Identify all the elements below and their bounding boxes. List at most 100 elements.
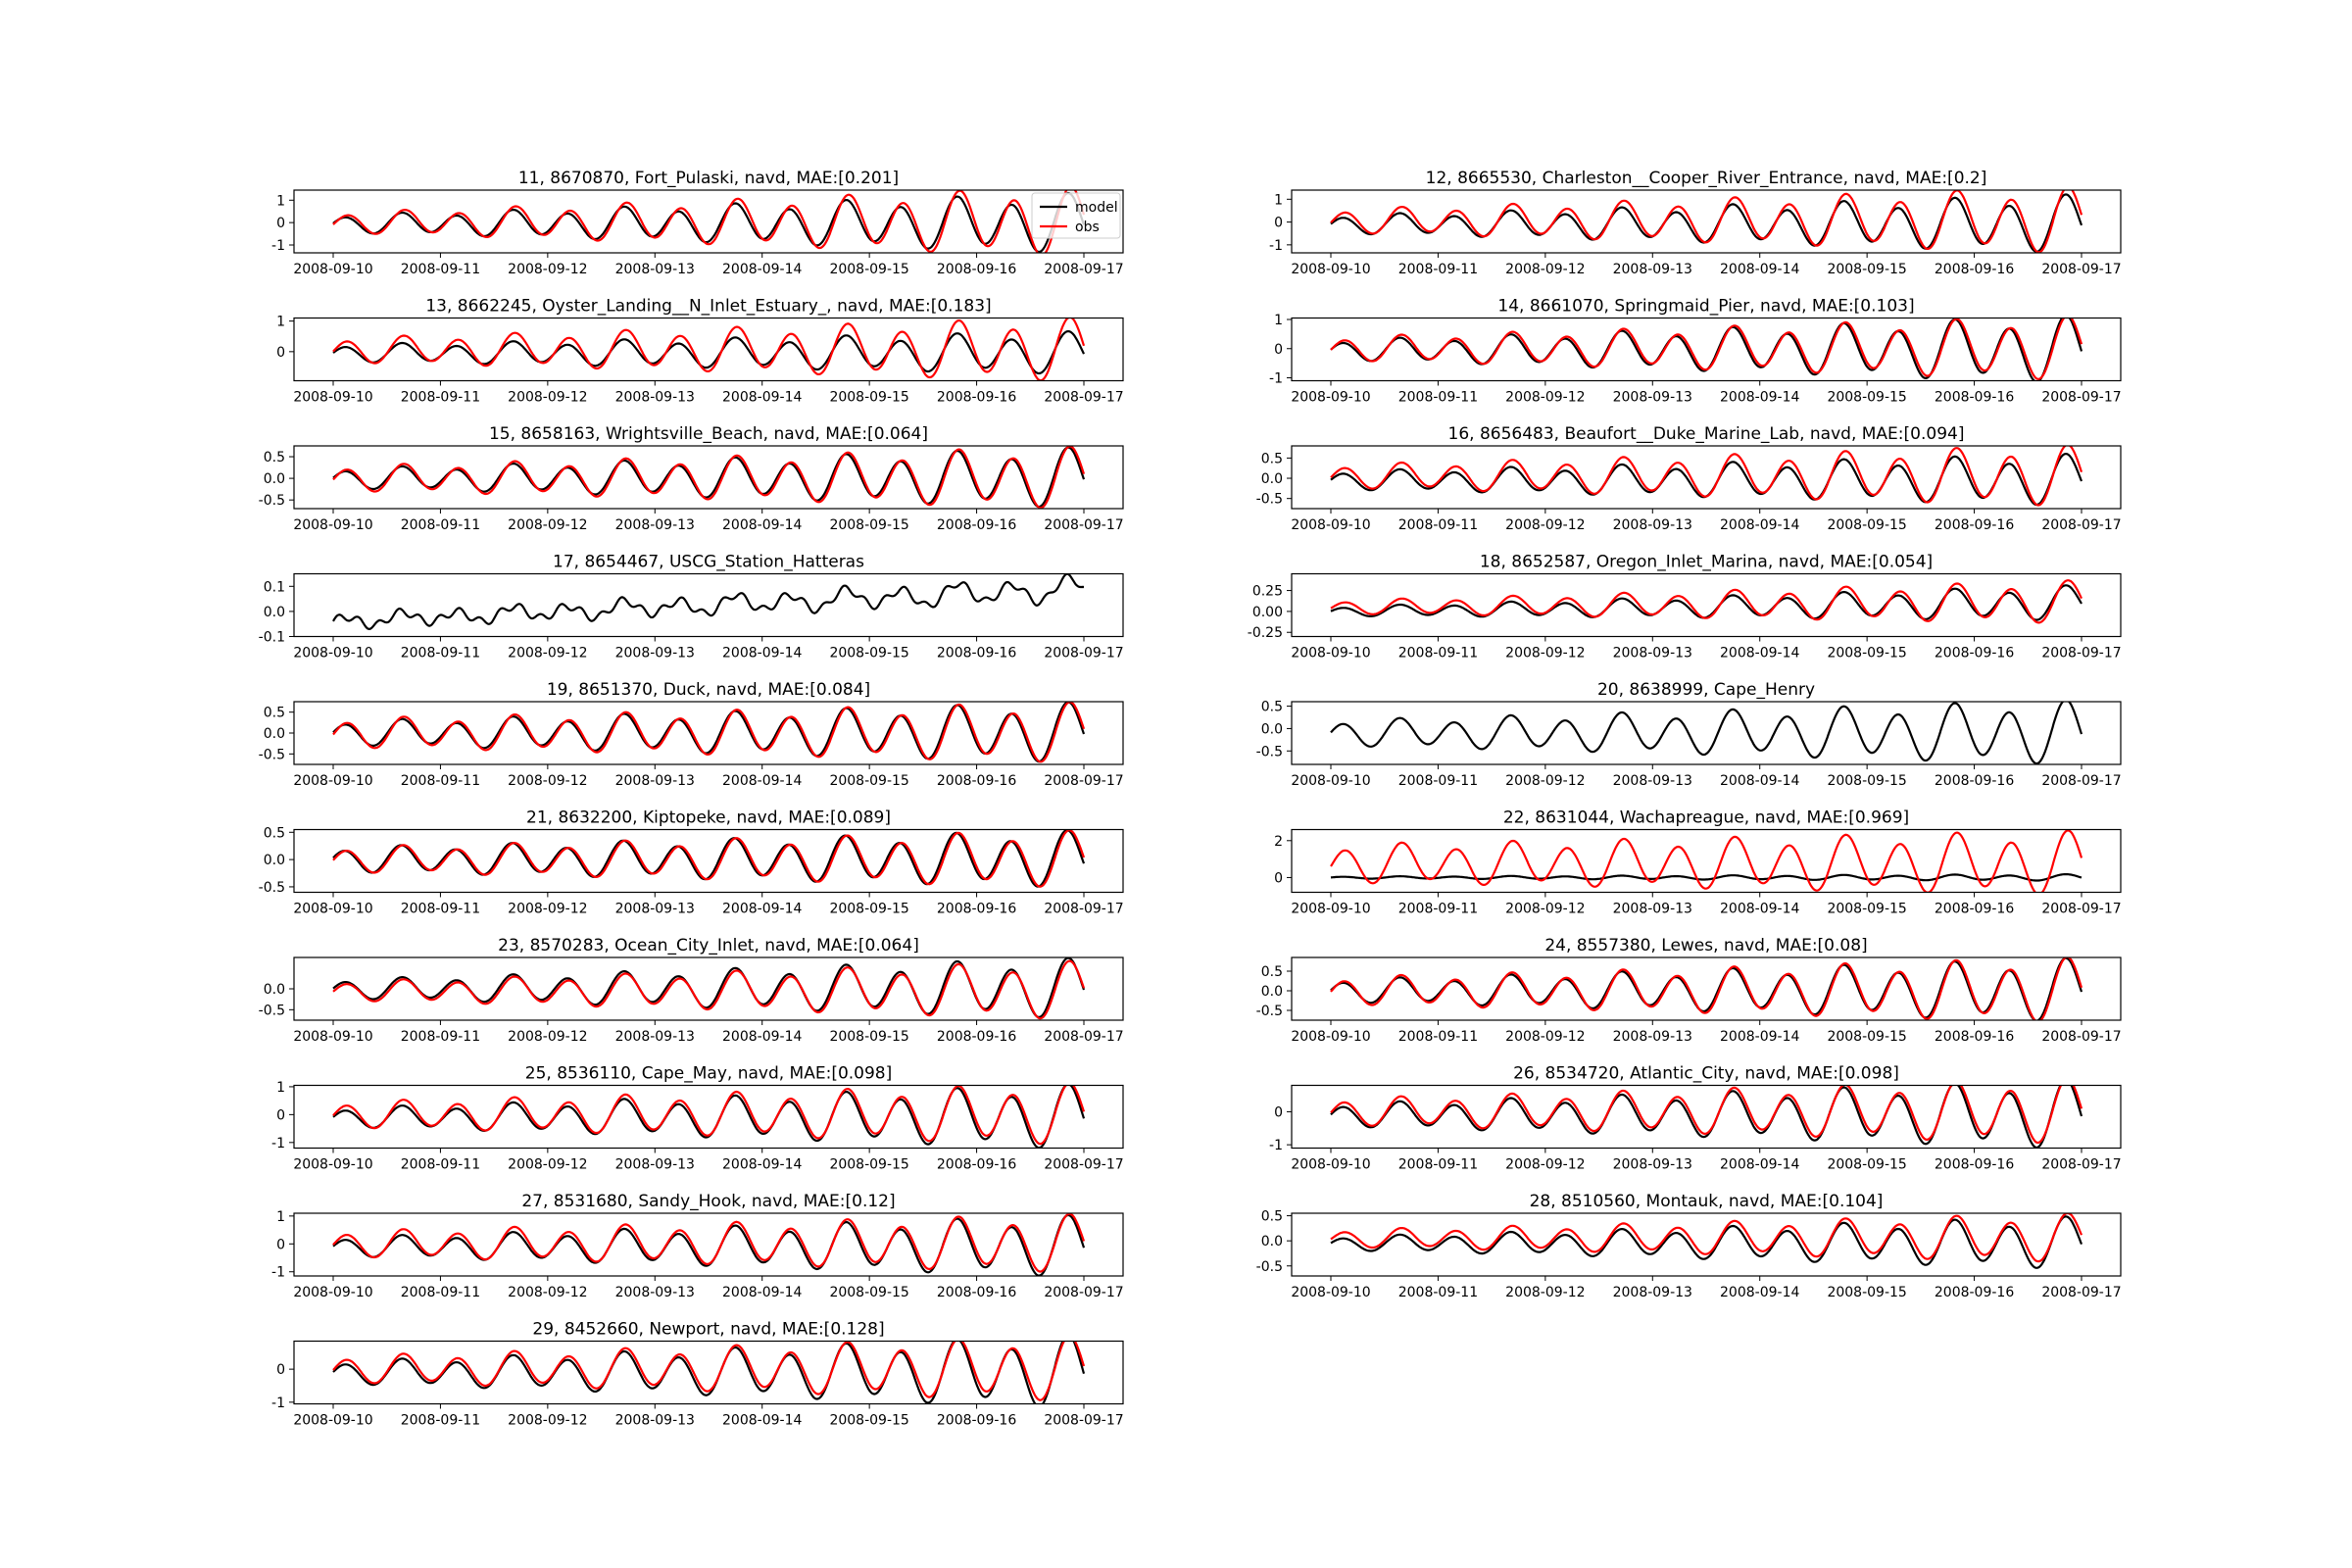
y-tick-label: 0.5: [1261, 451, 1283, 466]
x-tick-label: 2008-09-14: [722, 517, 802, 533]
x-tick-label: 2008-09-13: [615, 1285, 695, 1300]
x-tick-label: 2008-09-14: [722, 1157, 802, 1173]
x-tick-label: 2008-09-15: [1827, 1029, 1906, 1045]
series-line-obs: [332, 446, 1086, 509]
series-line-obs: [1330, 318, 2083, 380]
axes-frame: [293, 1212, 1124, 1277]
y-tick-label: -0.5: [259, 1003, 285, 1018]
x-tick-label: 2008-09-16: [937, 773, 1016, 789]
x-tick-label: 2008-09-13: [615, 1157, 695, 1173]
x-tick-label: 2008-09-12: [508, 1029, 587, 1045]
plot-area: [1330, 190, 2083, 253]
y-tick-label: 0.0: [264, 982, 285, 998]
x-tick-label: 2008-09-11: [1398, 262, 1478, 277]
y-tick-label: -0.5: [259, 747, 285, 762]
x-tick-label: 2008-09-14: [1720, 262, 1799, 277]
axes-frame: [1291, 956, 2122, 1021]
x-tick-label: 2008-09-16: [937, 1413, 1016, 1429]
x-tick-label: 2008-09-12: [1505, 646, 1585, 662]
axes-frame: [293, 572, 1124, 638]
x-tick-label: 2008-09-14: [1720, 1285, 1799, 1300]
x-tick-label: 2008-09-15: [829, 773, 908, 789]
subplot-title: 28, 8510560, Montauk, navd, MAE:[0.104]: [1530, 1192, 1884, 1211]
x-tick-label: 2008-09-14: [1720, 1157, 1799, 1173]
x-tick-label: 2008-09-17: [1044, 1285, 1123, 1300]
subplot-title: 12, 8665530, Charleston__Cooper_River_En…: [1426, 169, 1987, 188]
x-tick-label: 2008-09-17: [2041, 390, 2121, 406]
x-tick-label: 2008-09-14: [1720, 517, 1799, 533]
x-tick-label: 2008-09-11: [1398, 902, 1478, 917]
y-tick-label: 0.5: [1261, 964, 1283, 980]
y-tick-label: 0.0: [1261, 1234, 1283, 1250]
y-tick-label: -1: [1269, 371, 1283, 387]
y-tick-label: 0: [276, 1237, 285, 1252]
x-tick-label: 2008-09-17: [2041, 646, 2121, 662]
axes-frame: [1291, 317, 2122, 382]
x-tick-label: 2008-09-10: [1291, 902, 1370, 917]
x-tick-label: 2008-09-15: [829, 902, 908, 917]
x-tick-label: 2008-09-16: [937, 517, 1016, 533]
x-tick-label: 2008-09-12: [1505, 902, 1585, 917]
x-tick-label: 2008-09-15: [829, 517, 908, 533]
y-tick-label: -1: [1269, 1138, 1283, 1153]
plot-area: [1330, 702, 2083, 764]
plot-area: [1330, 1085, 2083, 1149]
x-tick-label: 2008-09-10: [293, 773, 372, 789]
x-tick-label: 2008-09-12: [508, 1157, 587, 1173]
x-tick-label: 2008-09-17: [1044, 646, 1123, 662]
subplot-26: 26, 8534720, Atlantic_City, navd, MAE:[0…: [1269, 1064, 2122, 1173]
axes-frame: [1291, 189, 2122, 254]
y-tick-label: 1: [1274, 313, 1283, 328]
x-tick-label: 2008-09-11: [1398, 1029, 1478, 1045]
axes-frame: [293, 445, 1124, 510]
y-tick-label: 0.5: [264, 706, 285, 721]
series-line-obs: [332, 829, 1086, 888]
series-line-model: [332, 573, 1085, 631]
x-tick-label: 2008-09-12: [508, 390, 587, 406]
x-tick-label: 2008-09-10: [1291, 773, 1370, 789]
series-line-model: [332, 191, 1086, 253]
x-tick-label: 2008-09-13: [615, 1413, 695, 1429]
x-tick-label: 2008-09-11: [401, 1157, 480, 1173]
x-tick-label: 2008-09-15: [1827, 646, 1906, 662]
x-tick-label: 2008-09-10: [1291, 1285, 1370, 1300]
y-tick-label: -1: [1269, 238, 1283, 254]
x-tick-label: 2008-09-15: [1827, 1157, 1906, 1173]
subplot-25: 25, 8536110, Cape_May, navd, MAE:[0.098]…: [271, 1064, 1124, 1173]
x-tick-label: 2008-09-10: [293, 262, 372, 277]
x-tick-label: 2008-09-12: [508, 517, 587, 533]
axes-frame: [1291, 701, 2122, 765]
x-tick-label: 2008-09-17: [1044, 1157, 1123, 1173]
subplot-title: 26, 8534720, Atlantic_City, navd, MAE:[0…: [1513, 1064, 1899, 1084]
x-tick-label: 2008-09-13: [1613, 1029, 1692, 1045]
subplot-title: 19, 8651370, Duck, navd, MAE:[0.084]: [547, 680, 870, 700]
plot-area: [332, 957, 1086, 1020]
x-tick-label: 2008-09-13: [1613, 262, 1692, 277]
plot-area: [1330, 957, 2083, 1020]
series-line-obs: [1330, 829, 2083, 893]
subplot-15: 15, 8658163, Wrightsville_Beach, navd, M…: [259, 424, 1124, 533]
x-tick-label: 2008-09-10: [293, 1157, 372, 1173]
x-tick-label: 2008-09-14: [722, 773, 802, 789]
x-tick-label: 2008-09-16: [937, 902, 1016, 917]
x-tick-label: 2008-09-16: [1935, 390, 2014, 406]
x-tick-label: 2008-09-15: [1827, 262, 1906, 277]
series-line-model: [332, 957, 1086, 1019]
y-tick-label: -0.1: [259, 630, 285, 646]
subplot-21: 21, 8632200, Kiptopeke, navd, MAE:[0.089…: [259, 808, 1124, 917]
x-tick-label: 2008-09-10: [293, 390, 372, 406]
x-tick-label: 2008-09-15: [1827, 517, 1906, 533]
x-tick-label: 2008-09-14: [1720, 773, 1799, 789]
x-tick-label: 2008-09-17: [1044, 517, 1123, 533]
y-tick-label: -1: [271, 1265, 285, 1281]
y-tick-label: -0.5: [1256, 1004, 1283, 1019]
x-tick-label: 2008-09-16: [1935, 517, 2014, 533]
x-tick-label: 2008-09-12: [508, 646, 587, 662]
x-tick-label: 2008-09-13: [615, 1029, 695, 1045]
x-tick-label: 2008-09-10: [1291, 262, 1370, 277]
x-tick-label: 2008-09-12: [1505, 1029, 1585, 1045]
y-tick-label: 0: [276, 1362, 285, 1378]
series-line-model: [332, 446, 1086, 509]
x-tick-label: 2008-09-15: [829, 262, 908, 277]
x-tick-label: 2008-09-15: [829, 1029, 908, 1045]
